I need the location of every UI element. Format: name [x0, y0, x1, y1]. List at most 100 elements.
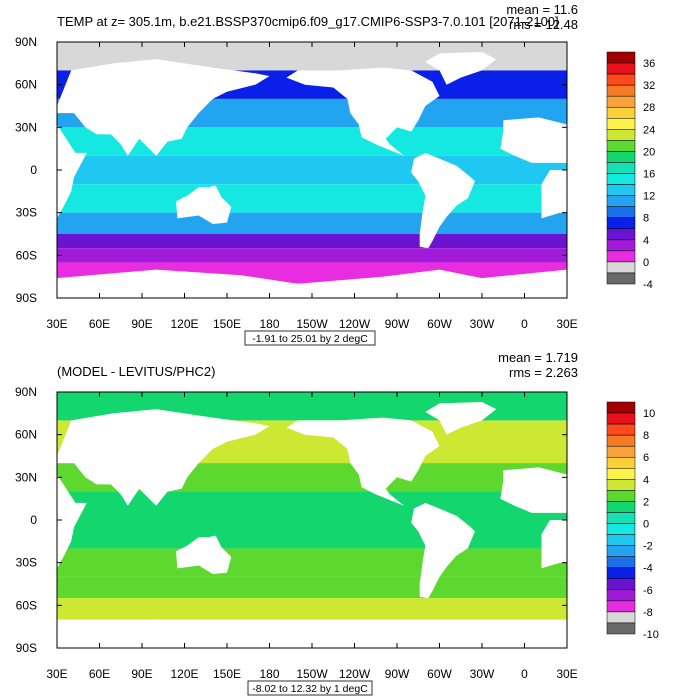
x-tick-label: 30E	[556, 317, 577, 331]
y-tick-label: 90N	[15, 35, 37, 49]
colorbar-label: 20	[643, 146, 655, 158]
land-mass	[500, 117, 567, 163]
land-mask	[57, 392, 567, 648]
colorbar-swatch	[606, 567, 636, 580]
field-band	[57, 234, 567, 249]
colorbar-swatch	[606, 140, 636, 152]
land-mass	[57, 59, 270, 156]
colorbar-swatch	[606, 523, 636, 535]
field-band	[57, 491, 567, 549]
land-mass	[176, 185, 232, 224]
colorbar-swatch	[606, 445, 636, 458]
colorbar-swatch	[606, 600, 636, 613]
x-tick-label: 150E	[213, 317, 241, 331]
x-tick-label: 150E	[213, 667, 241, 681]
colorbar-swatch	[606, 73, 636, 86]
land-mass	[57, 474, 87, 569]
colorbar-swatch	[606, 589, 636, 602]
y-tick-label: 30N	[15, 120, 37, 134]
colorbar-label: 6	[643, 452, 649, 464]
land-mass	[411, 152, 475, 249]
colorbar-swatch	[606, 184, 636, 196]
colorbar-label: 8	[643, 213, 649, 225]
land-mass	[286, 67, 440, 159]
x-tick-label: 150W	[296, 317, 328, 331]
field-band	[57, 248, 567, 263]
colorbar-swatch	[606, 84, 636, 97]
x-tick-label: 180	[259, 317, 279, 331]
colorbar-label: 32	[643, 80, 655, 92]
colorbar-swatch	[606, 512, 636, 524]
colorbar-swatch	[606, 62, 636, 75]
field-band	[57, 184, 567, 213]
rms-stat: rms = 12.48	[509, 17, 578, 32]
field-band	[57, 155, 567, 185]
colorbar-swatch	[606, 261, 636, 274]
field-band	[57, 212, 567, 234]
land-mass	[57, 409, 270, 506]
colorbar-swatch	[606, 479, 636, 491]
field-band	[57, 548, 567, 577]
colorbar-label: 4	[643, 474, 649, 486]
x-tick-label: 120W	[339, 317, 371, 331]
land-mass	[57, 619, 567, 648]
colorbar-label: -6	[643, 585, 653, 597]
range-label: -8.02 to 12.32 by 1 degC	[252, 683, 368, 695]
range-label-box	[247, 680, 373, 696]
colorbar-swatch	[606, 217, 636, 230]
x-tick-label: 30E	[46, 317, 67, 331]
land-mass	[176, 535, 232, 574]
colorbar: 36 32 28 24 20 16 12 8 4 0 -4	[606, 51, 655, 291]
y-tick-label: 0	[30, 163, 37, 177]
land-mass	[57, 269, 567, 298]
colorbar-swatch	[606, 129, 636, 141]
land-mass	[286, 417, 440, 509]
colorbar-label: -10	[643, 629, 659, 641]
colorbar-swatch	[606, 106, 636, 119]
y-tick-label: 60N	[15, 78, 37, 92]
difference-map-panel: 30E 60E 90E 120E 150E 180 150W 120W 90W 60W 30W 0 30…	[15, 350, 659, 696]
colorbar-label: 0	[643, 519, 649, 531]
colorbar-swatch	[606, 545, 636, 557]
colorbar-label: -4	[643, 279, 653, 291]
colorbar-swatch	[606, 118, 636, 130]
colorbar-swatch	[606, 206, 636, 218]
x-tick-label: 30W	[470, 317, 495, 331]
y-tick-label: 30S	[16, 206, 37, 220]
colorbar-label: 12	[643, 191, 655, 203]
land-mask	[57, 42, 567, 298]
y-axis-ticks: 90N 60N 30N 0 30S 60S 90S	[15, 385, 567, 655]
y-tick-label: 90S	[16, 641, 37, 655]
x-tick-label: 30W	[470, 667, 495, 681]
colorbar-swatch	[606, 151, 636, 163]
x-tick-label: 90E	[131, 317, 152, 331]
land-mass	[541, 170, 567, 219]
colorbar-swatch	[606, 501, 636, 513]
colorbar-swatch	[606, 272, 636, 285]
land-mass	[500, 467, 567, 513]
range-label: -1.91 to 25.01 by 2 degC	[252, 333, 368, 345]
x-tick-label: 90W	[385, 317, 410, 331]
y-tick-label: 90N	[15, 385, 37, 399]
colorbar-label: -2	[643, 541, 653, 553]
colorbar-label: 0	[643, 257, 649, 269]
colorbar-label: 8	[643, 430, 649, 442]
x-tick-label: 90E	[131, 667, 152, 681]
colorbar-label: 2	[643, 496, 649, 508]
mean-stat: mean = 11.6	[506, 2, 578, 17]
y-tick-label: 60S	[16, 598, 37, 612]
colorbar-swatch	[606, 250, 636, 263]
colorbar-swatch	[606, 611, 636, 624]
land-mass	[57, 124, 87, 219]
x-tick-label: 120E	[170, 667, 198, 681]
field-band	[57, 598, 567, 620]
colorbar-swatch	[606, 423, 636, 436]
y-tick-label: 30N	[15, 470, 37, 484]
x-tick-label: 30E	[46, 667, 67, 681]
field-band	[57, 576, 567, 599]
x-tick-label: 120W	[339, 667, 371, 681]
colorbar-swatch	[606, 456, 636, 469]
y-tick-label: 30S	[16, 556, 37, 570]
mean-stat: mean = 1.719	[498, 350, 578, 365]
